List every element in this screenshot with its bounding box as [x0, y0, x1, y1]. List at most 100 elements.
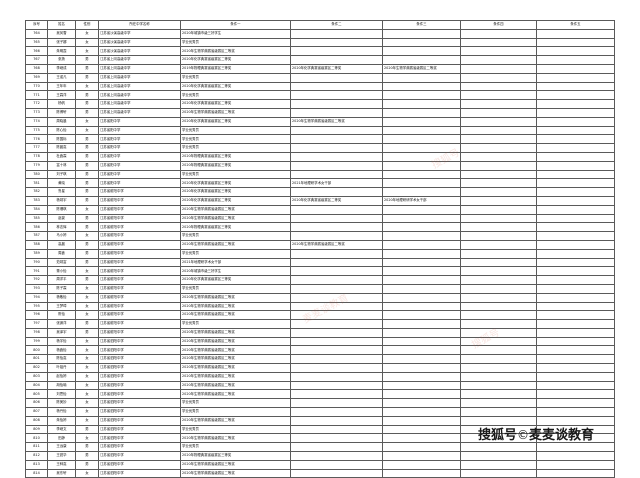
- cell-school[interactable]: 江苏省阳中学: [98, 116, 181, 127]
- cell-sex[interactable]: 女: [75, 468, 99, 478]
- cell-name[interactable]: 周晓晨: [47, 116, 76, 127]
- table-row[interactable]: 767 张扬男江苏省上冈高级中学 2020年化学典赛省级赛区二等奖: [25, 55, 615, 65]
- table-row[interactable]: 802 叶祖丹女江苏省泗阳中学 2020年生物学典赛省级赛区二等奖: [25, 363, 615, 373]
- table-row[interactable]: 796 陈怡女江苏省射阳中学 2020年生物学典赛省级赛区二等奖: [25, 310, 615, 321]
- cell-c5[interactable]: [536, 28, 615, 39]
- cell-name[interactable]: 朱怡婷: [47, 415, 76, 426]
- cell-idx[interactable]: 799: [25, 336, 48, 347]
- cell-school[interactable]: 江苏省泗阳中学: [98, 424, 181, 435]
- cell-c2[interactable]: [290, 169, 383, 180]
- cell-c2[interactable]: [290, 204, 383, 215]
- cell-c1[interactable]: 2020年物理典赛省级赛区三等奖: [180, 160, 291, 171]
- cell-name[interactable]: 杨敬怡: [47, 292, 76, 303]
- cell-c2[interactable]: [290, 424, 383, 435]
- table-row[interactable]: 766 朱明霞女江苏省沙溪高级中学 2020年生物学典赛省级赛区二等奖: [25, 46, 615, 57]
- cell-sex[interactable]: 男: [75, 187, 99, 197]
- cell-c2[interactable]: [290, 213, 383, 224]
- cell-c1[interactable]: 2020年化学典赛省级赛区二等奖: [180, 99, 291, 109]
- cell-idx[interactable]: 802: [25, 363, 48, 373]
- cell-c4[interactable]: [460, 222, 537, 233]
- cell-c2[interactable]: [290, 248, 383, 259]
- cell-c1[interactable]: 2020年化学典赛省级赛区三等奖: [180, 178, 291, 189]
- cell-c4[interactable]: [460, 187, 537, 197]
- cell-idx[interactable]: 795: [25, 301, 48, 312]
- cell-c1[interactable]: 学业优秀员: [180, 134, 291, 145]
- cell-c2[interactable]: 2020年化学典赛省级赛区二等奖: [290, 63, 383, 74]
- cell-c4[interactable]: [460, 354, 537, 365]
- cell-name[interactable]: 王霖洋: [47, 90, 76, 101]
- cell-c3[interactable]: [382, 283, 461, 294]
- table-row[interactable]: 772 杨帆男江苏省上冈高级中学 2020年化学典赛省级赛区二等奖: [25, 99, 615, 109]
- cell-c5[interactable]: [536, 389, 615, 400]
- cell-c4[interactable]: [460, 213, 537, 224]
- cell-school[interactable]: 江苏省上冈高级中学: [98, 90, 181, 101]
- cell-c3[interactable]: [382, 327, 461, 338]
- cell-c1[interactable]: 学业优秀员: [180, 248, 291, 259]
- cell-idx[interactable]: 769: [25, 72, 48, 83]
- table-row[interactable]: 800 杨鑫怡女江苏省泗阳中学 2020年生物学典赛省级赛区二等奖: [25, 345, 615, 356]
- cell-sex[interactable]: 女: [75, 46, 99, 57]
- cell-c4[interactable]: [460, 301, 537, 312]
- cell-school[interactable]: 江苏省沙溪高级中学: [98, 28, 181, 39]
- cell-c1[interactable]: 2021年地理研学术女干部: [180, 257, 291, 268]
- table-row[interactable]: 781 黄晓男江苏省阳中学 2020年化学典赛省级赛区三等奖 2021年地理研学术女干…: [25, 178, 615, 189]
- cell-c4[interactable]: [460, 107, 537, 118]
- cell-c1[interactable]: 2020年生物学典赛省级赛区二等奖: [180, 371, 291, 382]
- cell-c5[interactable]: [536, 55, 615, 65]
- cell-name[interactable]: 陈心怡: [47, 125, 76, 136]
- cell-c2[interactable]: 2020年生物学典赛省级赛区二等奖: [290, 116, 383, 127]
- cell-idx[interactable]: 811: [25, 442, 48, 453]
- cell-name[interactable]: 王远康: [47, 442, 76, 453]
- table-row[interactable]: 812 王锐华男江苏省泗阳中学 2020年物理典赛省级赛区三等奖: [25, 451, 615, 461]
- cell-c2[interactable]: [290, 301, 383, 312]
- cell-name[interactable]: 吴泽宇: [47, 327, 76, 338]
- table-row[interactable]: 768 李继成男江苏省上冈高级中学 2019年物理典赛省级赛区三等奖 2020年化学典…: [25, 63, 615, 74]
- cell-c5[interactable]: [536, 99, 615, 109]
- cell-sex[interactable]: 男: [75, 424, 99, 435]
- cell-school[interactable]: 江苏省射阳中学: [98, 327, 181, 338]
- cell-c3[interactable]: [382, 433, 461, 444]
- cell-c2[interactable]: [290, 459, 383, 470]
- cell-c3[interactable]: [382, 371, 461, 382]
- cell-c3[interactable]: [382, 415, 461, 426]
- cell-c4[interactable]: [460, 257, 537, 268]
- cell-c4[interactable]: [460, 310, 537, 321]
- cell-c3[interactable]: [382, 28, 461, 39]
- cell-c4[interactable]: [460, 336, 537, 347]
- cell-school[interactable]: 江苏省射阳中学: [98, 239, 181, 250]
- cell-c2[interactable]: [290, 371, 383, 382]
- cell-name[interactable]: 陈子霖: [47, 283, 76, 294]
- cell-c1[interactable]: 2020年物理典赛省级赛区三等奖: [180, 451, 291, 461]
- cell-school[interactable]: 江苏省阳中学: [98, 160, 181, 171]
- cell-name[interactable]: 王锐华: [47, 451, 76, 461]
- cell-c2[interactable]: [290, 187, 383, 197]
- cell-c3[interactable]: [382, 248, 461, 259]
- cell-c5[interactable]: [536, 151, 615, 162]
- column-header-condition-4[interactable]: 条件四: [460, 20, 537, 30]
- cell-c3[interactable]: [382, 46, 461, 57]
- cell-idx[interactable]: 764: [25, 28, 48, 39]
- cell-c1[interactable]: 学业优秀员: [180, 231, 291, 241]
- cell-c3[interactable]: [382, 468, 461, 478]
- table-row[interactable]: 769 王诺凡男江苏省上冈高级中学 学业优秀员: [25, 72, 615, 83]
- cell-name[interactable]: 周鑫: [47, 248, 76, 259]
- cell-school[interactable]: 江苏省射阳中学: [98, 222, 181, 233]
- cell-c2[interactable]: [290, 327, 383, 338]
- cell-c2[interactable]: [290, 107, 383, 118]
- cell-c5[interactable]: [536, 468, 615, 478]
- cell-c5[interactable]: [536, 204, 615, 215]
- cell-name[interactable]: 王诺凡: [47, 72, 76, 83]
- cell-sex[interactable]: 男: [75, 213, 99, 224]
- cell-idx[interactable]: 771: [25, 90, 48, 101]
- cell-name[interactable]: 张渊洋: [47, 319, 76, 329]
- cell-c5[interactable]: [536, 222, 615, 233]
- cell-name[interactable]: 李继成: [47, 63, 76, 74]
- cell-school[interactable]: 江苏省射阳中学: [98, 231, 181, 241]
- cell-c5[interactable]: [536, 160, 615, 171]
- table-row[interactable]: 814 吴东轩女江苏省泗阳中学 2020年生物学典赛省级赛区二等奖: [25, 468, 615, 478]
- cell-c5[interactable]: [536, 107, 615, 118]
- cell-sex[interactable]: 男: [75, 327, 99, 338]
- cell-c5[interactable]: [536, 442, 615, 453]
- cell-c2[interactable]: [290, 433, 383, 444]
- cell-sex[interactable]: 男: [75, 90, 99, 101]
